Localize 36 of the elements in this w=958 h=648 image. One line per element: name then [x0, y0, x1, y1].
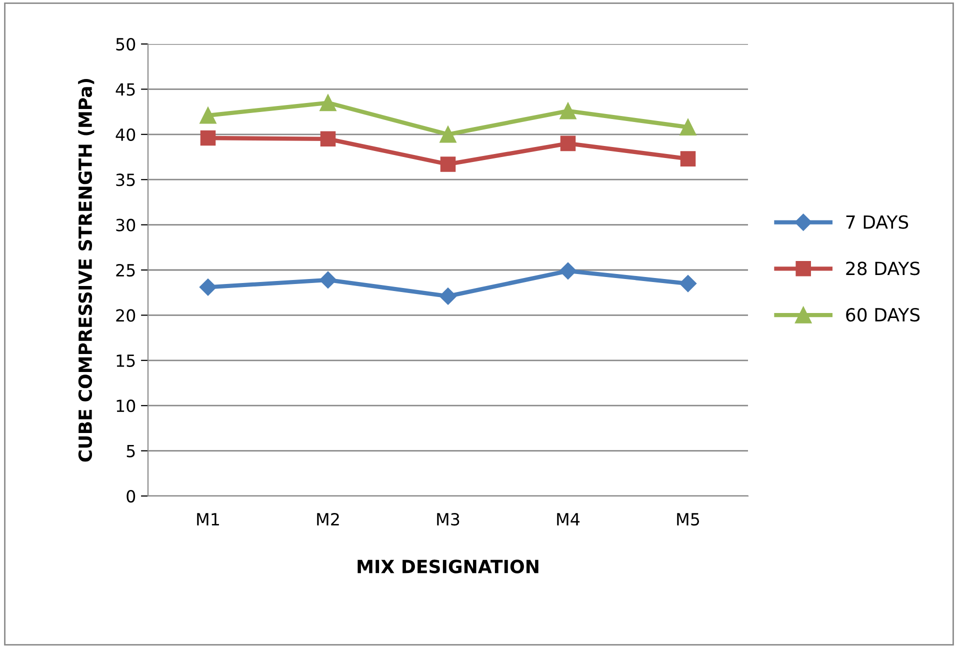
legend-label: 28 DAYS [846, 262, 920, 276]
x-tick-label: M2 [317, 512, 339, 526]
point [200, 107, 216, 124]
point [199, 278, 217, 296]
point [440, 126, 456, 143]
point [440, 156, 456, 172]
x-tick-label: M4 [557, 513, 580, 526]
y-tick-label: 35 [116, 174, 135, 186]
y-tick-label: 10 [116, 400, 136, 412]
y-tick-label: 15 [116, 354, 135, 367]
point [680, 118, 696, 136]
point [559, 262, 577, 280]
y-tick-label: 45 [116, 83, 135, 96]
point [320, 94, 336, 112]
point [560, 102, 576, 120]
point [320, 131, 336, 147]
x-axis-title: MIX DESIGNATION [358, 560, 538, 574]
point [679, 275, 697, 292]
x-tick-label: M5 [677, 513, 700, 526]
y-tick-label: 5 [126, 444, 135, 458]
point [319, 271, 337, 288]
x-tick-label: M3 [437, 512, 460, 526]
y-tick-label: 40 [116, 128, 136, 141]
point [680, 151, 696, 166]
y-tick-label: 0 [126, 490, 136, 503]
point [560, 136, 576, 152]
legend-label: 7 DAYS [846, 215, 908, 229]
x-tick-label: M1 [197, 513, 219, 526]
legend-label: 60 DAYS [846, 308, 920, 322]
y-tick-label: 30 [116, 218, 136, 232]
y-tick-label: 25 [116, 264, 135, 277]
y-axis-title: CUBE COMPRESSIVE STRENGTH (MPa) [78, 78, 94, 462]
point [200, 130, 216, 146]
y-tick-label: 50 [116, 38, 136, 51]
point [439, 288, 457, 305]
y-tick-label: 20 [116, 309, 136, 322]
